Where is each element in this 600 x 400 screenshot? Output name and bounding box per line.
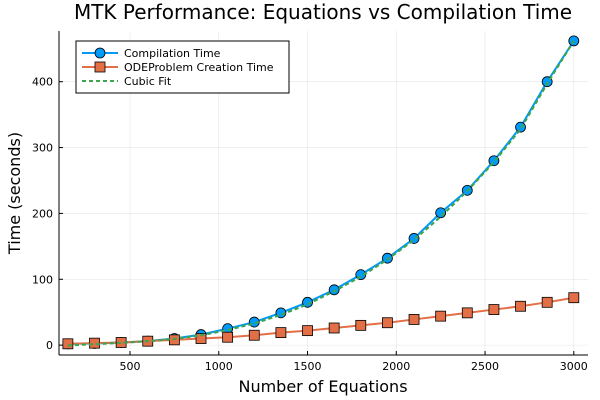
legend-label: ODEProblem Creation Time [124,61,274,74]
x-tick-label: 500 [120,360,141,373]
tick-labels: 500 1000 1500 2000 2500 3000 0 100 200 300 400 [32,76,588,373]
x-tick-label: 1000 [205,360,233,373]
odeproblem-time-point [195,333,207,344]
odeproblem-time-point [222,331,234,343]
legend-label: Cubic Fit [124,75,172,88]
grid-lines [59,31,588,355]
x-tick-label: 1500 [294,360,322,373]
y-axis-label: Time (seconds) [5,132,24,255]
compilation-time-point [328,284,340,296]
odeproblem-time-point [435,310,447,322]
compilation-time-point [382,252,393,264]
y-tick-label: 300 [32,142,53,155]
odeproblem-time-point [515,300,526,312]
compilation-time-point [568,35,580,47]
odeproblem-time-point [408,314,420,325]
axes [58,31,588,356]
odeproblem-time-point [488,304,500,315]
compilation-time-point [488,155,500,167]
odeproblem-time-point [461,307,473,319]
x-tick-label: 2500 [471,360,499,373]
odeproblem-time-point [302,325,313,337]
x-axis-label: Number of Equations [238,377,407,396]
y-tick-label: 0 [46,339,53,352]
compilation-time-point [302,296,313,308]
odeproblem-time-point [248,329,260,341]
odeproblem-time-point [62,338,74,350]
legend-label: Compilation Time [124,47,221,60]
x-tick-label: 3000 [560,360,588,373]
cubic-fit-line [67,40,575,347]
y-tick-label: 100 [32,273,53,286]
x-tick-label: 2000 [382,360,410,373]
legend-marker-square [94,61,106,73]
odeproblem-time-point [568,292,580,304]
compilation-time-point [435,207,447,219]
odeproblem-time-point [541,296,553,308]
odeproblem-time-point [355,319,367,331]
odeproblem-time-point [382,317,393,329]
y-tick-label: 200 [32,207,53,220]
chart-title: MTK Performance: Equations vs Compilatio… [74,0,572,24]
legend-marker-circle [94,47,106,59]
y-tick-label: 400 [32,76,53,89]
odeproblem-time-point [275,327,287,339]
series-layer [62,35,580,350]
odeproblem-time-point [328,322,340,334]
